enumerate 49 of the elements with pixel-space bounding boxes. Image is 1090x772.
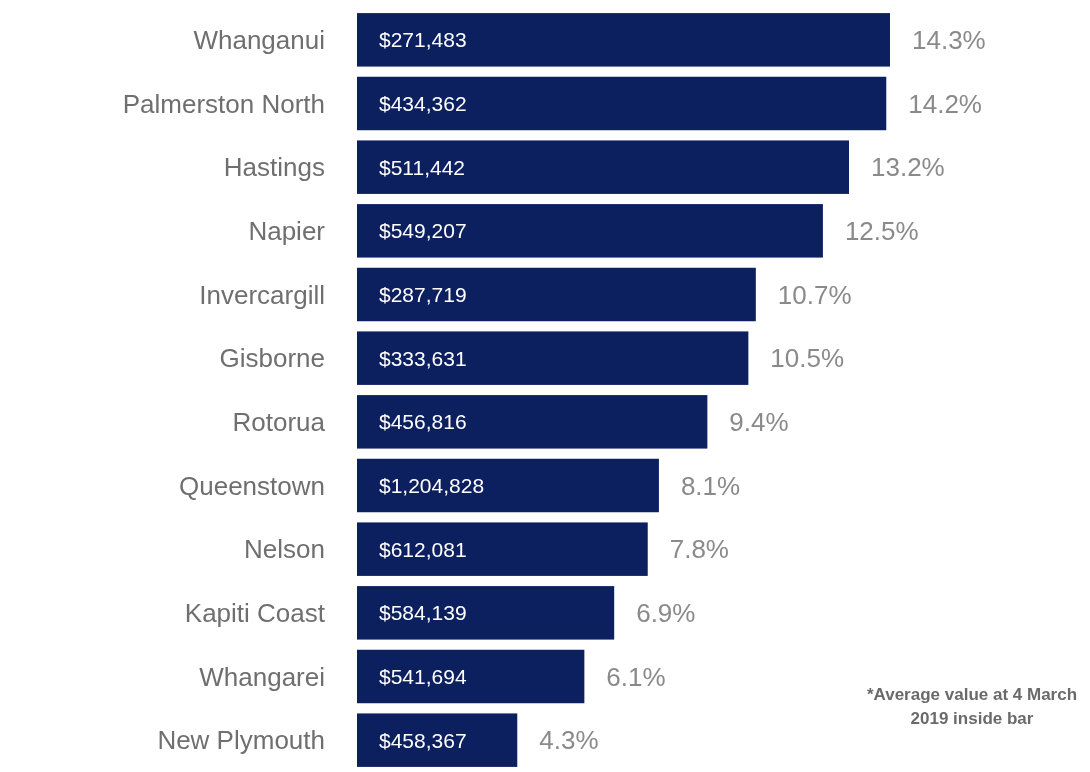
y-tick-label: Rotorua: [232, 406, 326, 437]
annotation: $333,631: [379, 346, 467, 370]
annotation: $271,483: [379, 28, 467, 52]
bar: [357, 713, 518, 767]
data-label: 8.1%: [680, 470, 741, 501]
y-tick-label: Whangarei: [199, 661, 325, 692]
annotation: $584,139: [379, 601, 467, 625]
annotation: $1,204,828: [379, 473, 485, 497]
data-label: 7.8%: [669, 534, 729, 565]
y-tick-label: Napier: [248, 215, 326, 246]
y-tick-label: Nelson: [244, 534, 325, 565]
y-tick-label: New Plymouth: [157, 725, 325, 756]
annotation: $456,816: [379, 410, 467, 434]
data-label: 14.2%: [908, 88, 983, 119]
data-label: 13.2%: [871, 152, 945, 183]
y-tick-label: Invercargill: [199, 279, 325, 310]
bar: [357, 458, 659, 513]
bar: [357, 13, 890, 67]
data-label: 14.3%: [912, 24, 986, 55]
data-label: 12.5%: [844, 215, 919, 246]
y-tick-label: Queenstown: [179, 470, 325, 501]
data-label: 6.1%: [606, 661, 666, 692]
bar: [357, 395, 708, 449]
bar: [357, 331, 749, 385]
y-tick-label: Whanganui: [193, 24, 325, 55]
y-tick-label: Hastings: [223, 152, 325, 183]
annotation: $434,362: [379, 91, 467, 115]
y-tick-label: Gisborne: [219, 343, 325, 374]
data-label: 6.9%: [636, 597, 696, 628]
annotation: $511,442: [379, 155, 466, 179]
data-label: 10.7%: [777, 279, 852, 310]
bar: [357, 204, 823, 258]
annotation: $549,207: [379, 219, 467, 243]
annotation: *Average value at 4 March 2019 inside bar: [866, 685, 1078, 728]
bar: [357, 140, 849, 194]
data-label: 4.3%: [539, 725, 599, 756]
bar: [357, 76, 887, 131]
y-tick-label: Palmerston North: [122, 88, 325, 119]
data-label: 9.4%: [729, 406, 789, 437]
annotation: $612,081: [379, 537, 467, 561]
bar: [357, 649, 585, 704]
bar: [357, 522, 648, 576]
data-label: 10.5%: [770, 343, 845, 374]
bar: [357, 586, 615, 640]
annotation: $541,694: [379, 664, 467, 688]
annotation: $458,367: [379, 728, 467, 752]
y-tick-label: Kapiti Coast: [184, 597, 326, 628]
bar: [357, 267, 756, 322]
annotation: $287,719: [379, 282, 467, 306]
